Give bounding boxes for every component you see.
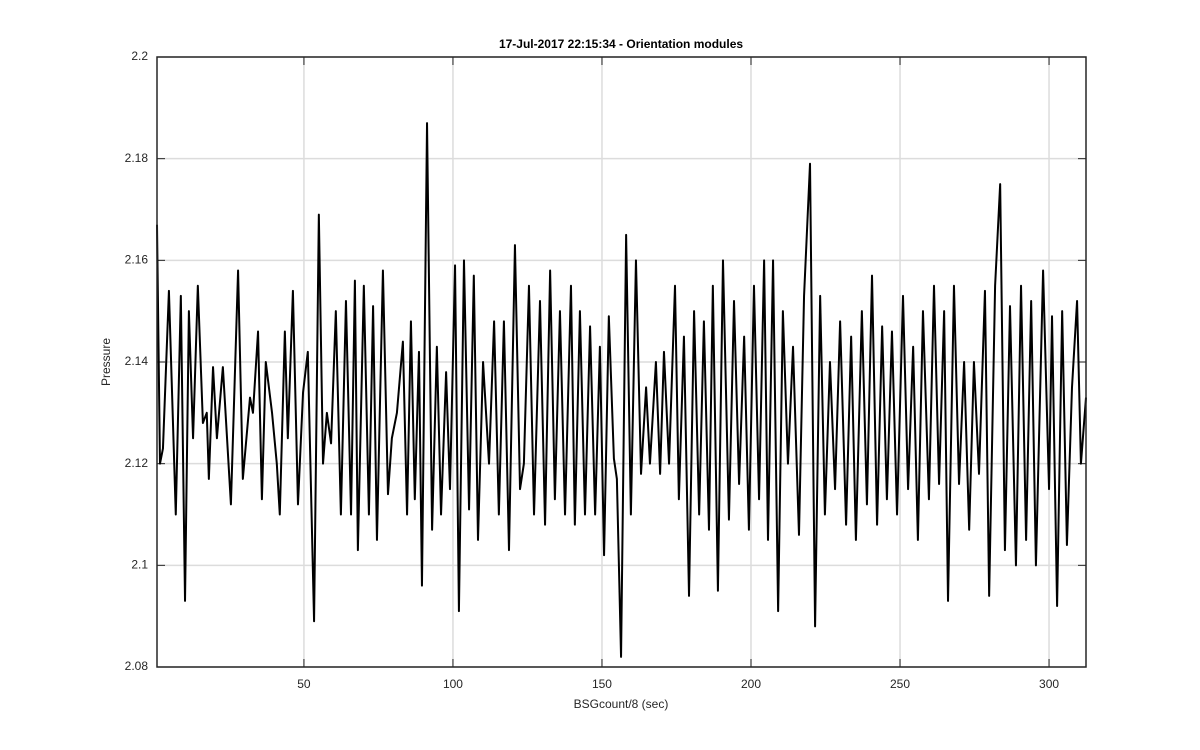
x-tick-label: 250 xyxy=(890,677,910,691)
x-tick-label: 100 xyxy=(443,677,463,691)
y-tick-label: 2.16 xyxy=(125,253,149,267)
data-line xyxy=(156,122,1087,658)
x-tick-label: 300 xyxy=(1039,677,1059,691)
x-tick-label: 200 xyxy=(741,677,761,691)
y-tick-label: 2.12 xyxy=(125,456,149,470)
y-tick-label: 2.18 xyxy=(125,151,149,165)
plot-frame xyxy=(156,56,1087,668)
y-tick-label: 2.14 xyxy=(125,354,149,368)
x-tick-label: 150 xyxy=(592,677,612,691)
chart-title: 17-Jul-2017 22:15:34 - Orientation modul… xyxy=(499,37,743,51)
x-axis-label: BSGcount/8 (sec) xyxy=(574,697,669,711)
y-tick-label: 2.1 xyxy=(131,558,148,572)
y-tick-label: 2.2 xyxy=(131,49,148,63)
x-tick-label: 50 xyxy=(297,677,311,691)
y-tick-label: 2.08 xyxy=(125,659,149,673)
y-axis-label: Pressure xyxy=(99,338,113,386)
